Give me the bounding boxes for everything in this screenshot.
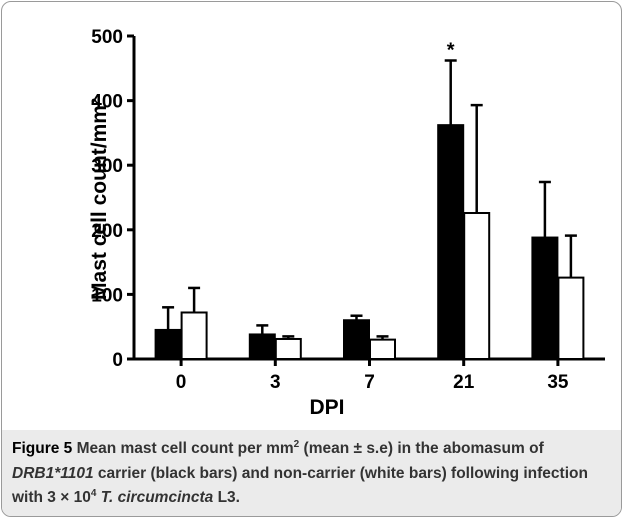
- x-tick-label: 7: [364, 372, 375, 393]
- x-tick-label: 35: [547, 372, 569, 393]
- y-tick-label: 100: [91, 285, 123, 306]
- bar: [557, 276, 585, 361]
- chart: Mast cell count/mm² DPI 0 100 200 300 400 500…: [88, 27, 605, 419]
- annotation: *: [447, 40, 455, 62]
- bar: [343, 319, 370, 360]
- bar: [437, 124, 465, 361]
- caption-text: Figure 5: [12, 440, 73, 457]
- caption-text: L3.: [213, 489, 240, 506]
- caption-text: DRB1*1101: [12, 464, 94, 482]
- x-tick-label: 0: [176, 372, 187, 393]
- x-tick-label: 21: [453, 372, 475, 393]
- caption: Figure 5 Mean mast cell count per mm2 (m…: [2, 430, 621, 516]
- bar: [154, 328, 182, 360]
- bar: [274, 337, 302, 360]
- y-tick-label: 400: [91, 92, 123, 113]
- caption-text: 4: [90, 487, 97, 499]
- x-axis-label: DPI: [309, 396, 344, 419]
- y-tick-label: 200: [91, 221, 123, 242]
- y-tick-label: 0: [112, 350, 123, 371]
- caption-text: T. circumcincta: [96, 489, 214, 506]
- bar: [248, 333, 276, 360]
- x-tick-label: 3: [270, 372, 281, 393]
- bar: [463, 212, 491, 360]
- bar: [531, 236, 559, 360]
- bar: [180, 311, 208, 361]
- bar: [369, 338, 396, 360]
- caption-text: 2: [293, 438, 300, 450]
- y-tick-label: 500: [91, 27, 123, 48]
- y-tick-label: 300: [91, 156, 123, 177]
- caption-text: Mean mast cell count per mm: [72, 440, 294, 457]
- y-axis-label: Mast cell count/mm²: [88, 98, 111, 300]
- caption-text: carrier (black bars) and non-carrier (wh…: [12, 464, 593, 507]
- caption-text: (mean ± s.e) in the abomasum of: [299, 440, 549, 457]
